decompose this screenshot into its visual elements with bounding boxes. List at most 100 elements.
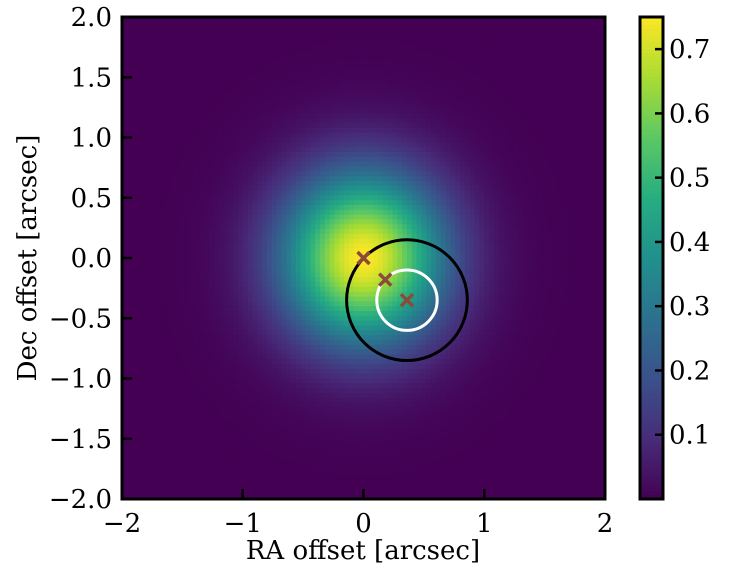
heat-cell — [402, 65, 408, 71]
heat-cell — [218, 151, 225, 158]
heat-cell — [126, 214, 133, 221]
heat-cell — [136, 147, 142, 153]
heat-cell — [411, 60, 418, 66]
heat-cell — [344, 142, 350, 148]
heat-cell — [551, 79, 558, 86]
heat-cell — [141, 31, 147, 37]
heat-cell — [247, 180, 254, 187]
heat-cell — [406, 176, 413, 182]
heat-cell — [590, 166, 596, 172]
heat-cell — [426, 118, 432, 124]
heat-cell — [199, 118, 205, 124]
heat-cell — [377, 41, 384, 47]
heat-cell — [204, 17, 210, 23]
heat-cell — [199, 137, 205, 143]
heat-cell — [122, 84, 128, 90]
heat-cell — [199, 156, 205, 163]
heat-cell — [286, 21, 292, 28]
heat-cell — [518, 151, 524, 158]
heat-cell — [237, 70, 244, 76]
heat-cell — [305, 185, 311, 192]
heat-cell — [387, 253, 394, 259]
heat-cell — [175, 214, 181, 221]
heat-cell — [170, 171, 176, 177]
heat-cell — [271, 142, 278, 148]
heat-cell — [532, 74, 538, 81]
heat-cell — [165, 180, 171, 187]
heat-cell — [315, 21, 321, 28]
heat-cell — [469, 74, 476, 81]
heat-cell — [276, 55, 282, 61]
heat-cell — [179, 233, 186, 240]
heat-cell — [503, 219, 509, 225]
heat-cell — [160, 171, 167, 177]
heat-cell — [291, 60, 297, 66]
heat-cell — [551, 31, 558, 37]
heat-cell — [508, 108, 514, 114]
heat-cell — [233, 31, 239, 37]
heat-cell — [150, 65, 157, 71]
heat-cell — [271, 118, 278, 124]
heat-cell — [266, 137, 273, 143]
heat-cell — [595, 113, 601, 119]
heat-cell — [339, 190, 345, 196]
heat-cell — [580, 74, 587, 81]
heat-cell — [508, 113, 514, 119]
heat-cell — [315, 166, 321, 172]
heat-cell — [324, 166, 331, 172]
heat-cell — [469, 166, 476, 172]
heat-cell — [561, 21, 567, 28]
heat-cell — [276, 180, 282, 187]
heat-cell — [435, 123, 442, 129]
heat-cell — [493, 214, 500, 221]
heat-cell — [455, 161, 461, 168]
heat-cell — [484, 113, 490, 119]
heat-cell — [411, 248, 418, 254]
heat-cell — [566, 17, 572, 23]
heat-cell — [233, 123, 239, 129]
heat-cell — [566, 204, 572, 211]
heat-cell — [131, 233, 138, 240]
heat-cell — [522, 55, 529, 61]
heat-cell — [387, 180, 394, 187]
heat-cell — [537, 209, 543, 216]
heat-cell — [576, 84, 582, 90]
heat-cell — [237, 127, 244, 134]
heat-cell — [542, 176, 548, 182]
heat-cell — [353, 113, 360, 119]
heat-cell — [513, 70, 519, 76]
heat-cell — [194, 113, 200, 119]
heat-cell — [469, 127, 476, 134]
heat-cell — [257, 142, 263, 148]
heat-cell — [561, 214, 567, 221]
heat-cell — [189, 26, 196, 33]
heat-cell — [146, 132, 152, 139]
heat-cell — [479, 253, 485, 259]
heat-cell — [522, 98, 529, 105]
heat-cell — [435, 137, 442, 143]
heat-cell — [382, 84, 389, 90]
heat-cell — [204, 238, 210, 245]
heat-cell — [208, 224, 215, 230]
heat-cell — [566, 233, 572, 240]
heat-cell — [542, 233, 548, 240]
heat-cell — [126, 123, 133, 129]
heat-cell — [387, 190, 394, 196]
heat-cell — [397, 224, 403, 230]
heat-cell — [170, 65, 176, 71]
heat-cell — [431, 36, 437, 42]
heat-cell — [460, 45, 466, 52]
heat-cell — [484, 118, 490, 124]
heat-cell — [271, 70, 278, 76]
heat-cell — [189, 214, 196, 221]
heat-cell — [339, 103, 345, 110]
heat-cell — [324, 137, 331, 143]
heat-cell — [397, 26, 403, 33]
heat-cell — [561, 132, 567, 139]
heat-cell — [402, 70, 408, 76]
heat-cell — [576, 137, 582, 143]
heat-cell — [537, 84, 543, 90]
heat-cell — [489, 156, 495, 163]
heat-cell — [165, 89, 171, 95]
heat-cell — [547, 98, 553, 105]
